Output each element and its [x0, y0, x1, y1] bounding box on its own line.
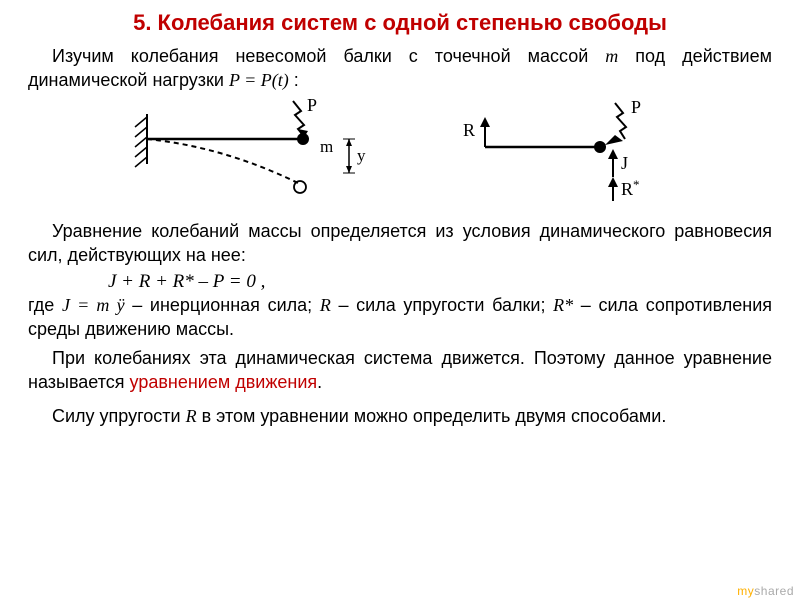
beam-diagram-right: R P J R*: [455, 99, 675, 209]
where-3: – сила упругости балки;: [331, 295, 553, 315]
p5-1: Силу упругости: [52, 406, 186, 426]
r-symbol: R: [320, 295, 331, 315]
r-label: R: [463, 120, 475, 140]
mass-symbol: m: [605, 46, 618, 66]
motion-name-paragraph: При колебаниях эта динамическая система …: [28, 346, 772, 395]
beam-diagram-left: P m y: [125, 99, 385, 209]
equation-of-motion-term: уравнением движения: [130, 372, 318, 392]
motion-equation: J + R + R* – P = 0 ,: [108, 271, 772, 293]
j-label: J: [621, 153, 628, 173]
equilibrium-paragraph: Уравнение колебаний массы определяется и…: [28, 219, 772, 268]
p4-2: .: [317, 372, 322, 392]
r-symbol-2: R: [186, 406, 197, 426]
diagram-row: P m y R P: [28, 99, 772, 209]
slide: 5. Колебания систем с одной степенью сво…: [0, 0, 800, 429]
load-equation: P = P(t): [229, 70, 289, 90]
methods-paragraph: Силу упругости R в этом уравнении можно …: [28, 404, 772, 428]
p-label-right: P: [631, 99, 641, 117]
inertia-eq: J = m ÿ: [62, 295, 125, 315]
watermark: myshared: [737, 584, 794, 598]
intro-text-1: Изучим колебания невесомой балки с точеч…: [52, 46, 605, 66]
slide-title: 5. Колебания систем с одной степенью сво…: [28, 10, 772, 36]
p-label-left: P: [307, 99, 317, 115]
y-label: y: [357, 146, 366, 165]
intro-paragraph: Изучим колебания невесомой балки с точеч…: [28, 44, 772, 93]
rstar-label: R*: [621, 177, 640, 199]
where-paragraph: где J = m ÿ – инерционная сила; R – сила…: [28, 293, 772, 342]
where-1: где: [28, 295, 62, 315]
p5-2: в этом уравнении можно определить двумя …: [197, 406, 667, 426]
m-label: m: [320, 137, 333, 156]
rstar-symbol: R*: [553, 295, 573, 315]
intro-colon: :: [289, 70, 299, 90]
where-2: – инерционная сила;: [125, 295, 320, 315]
